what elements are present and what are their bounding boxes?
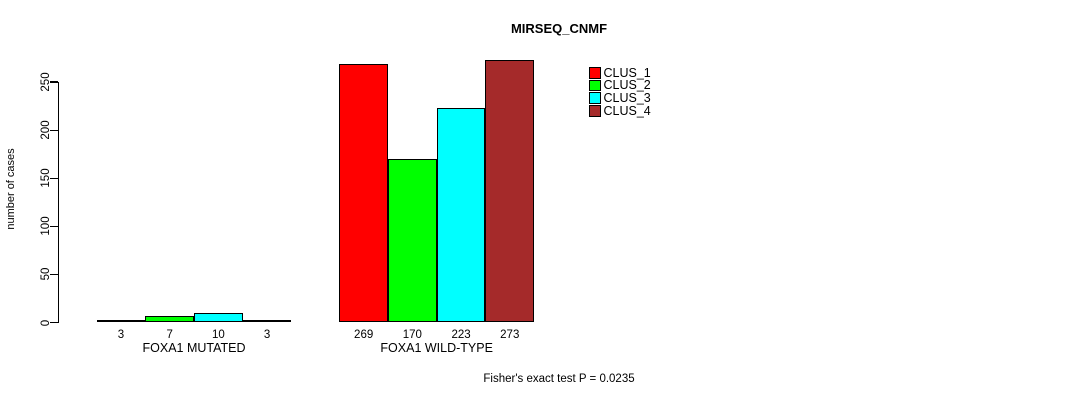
bar-clus_4-group1 xyxy=(242,319,292,323)
y-tick-mark xyxy=(50,321,58,324)
bar-clus_3-group1 xyxy=(194,312,243,323)
chart-title: MIRSEQ_CNMF xyxy=(510,21,608,36)
legend-color-swatch xyxy=(589,105,601,117)
legend-label: CLUS_1 xyxy=(603,65,651,80)
y-tick-label: 250 xyxy=(39,72,52,92)
annotation-fisher-test: Fisher's exact test P = 0.0235 xyxy=(483,373,635,385)
bar-clus_3-group2 xyxy=(436,107,486,323)
legend-label: CLUS_2 xyxy=(603,78,651,93)
legend-label: CLUS_4 xyxy=(603,103,651,118)
y-axis-label: number of cases xyxy=(5,148,17,230)
bar-value-label: 269 xyxy=(354,329,374,341)
bar-value-label: 10 xyxy=(211,329,225,341)
y-tick-mark xyxy=(50,177,58,179)
legend-color-swatch xyxy=(589,67,601,79)
legend-label: CLUS_3 xyxy=(603,90,651,105)
bar-value-label: 3 xyxy=(117,329,125,341)
bar-value-label: 273 xyxy=(500,329,520,341)
y-tick-label: 100 xyxy=(39,216,52,236)
bar-value-label: 3 xyxy=(263,329,271,341)
bar-value-label: 223 xyxy=(451,329,471,341)
bar-clus_2-group1 xyxy=(145,315,194,323)
x-axis-group-label: FOXA1 WILD-TYPE xyxy=(380,340,493,355)
y-tick-label: 0 xyxy=(39,319,52,326)
y-tick-label: 200 xyxy=(39,120,52,140)
legend-color-swatch xyxy=(589,79,601,92)
y-tick-mark xyxy=(50,81,58,83)
bar-value-label: 7 xyxy=(166,329,173,341)
y-tick-mark xyxy=(50,273,58,275)
bar-clus_1-group1 xyxy=(96,319,146,323)
y-tick-label: 150 xyxy=(39,168,52,188)
legend-item-clus_3: CLUS_3 xyxy=(589,92,651,105)
x-axis-group-label: FOXA1 MUTATED xyxy=(142,340,246,355)
legend-color-swatch xyxy=(589,92,601,104)
y-tick-label: 50 xyxy=(39,267,52,281)
y-tick-mark xyxy=(50,225,58,227)
bar-clus_2-group2 xyxy=(388,158,437,323)
legend-item-clus_1: CLUS_1 xyxy=(589,67,651,80)
y-tick-mark xyxy=(50,129,58,131)
legend-item-clus_4: CLUS_4 xyxy=(589,105,651,118)
legend-item-clus_2: CLUS_2 xyxy=(589,79,651,92)
bar-clus_4-group2 xyxy=(485,59,535,323)
bar-value-label: 170 xyxy=(402,329,422,341)
bar-clus_1-group2 xyxy=(339,63,388,323)
y-axis-line xyxy=(58,82,60,324)
